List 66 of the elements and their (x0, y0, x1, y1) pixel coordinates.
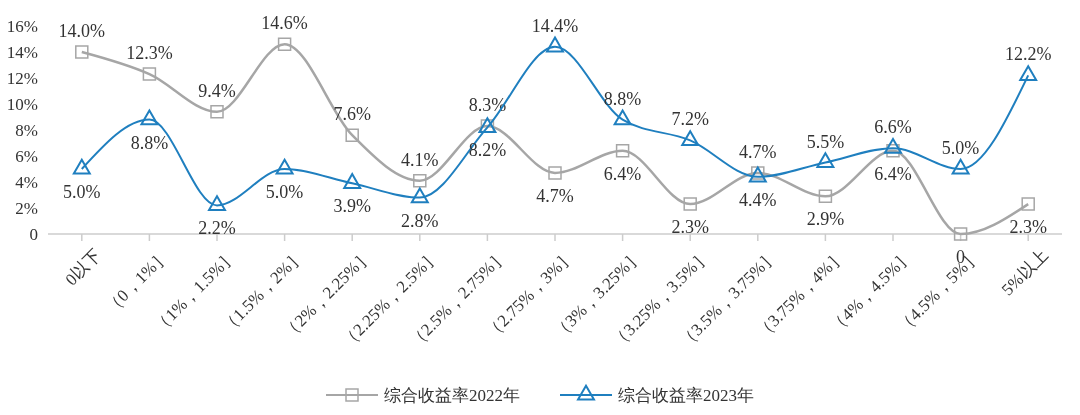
y-tick-label: 2% (15, 198, 38, 218)
data-label: 4.1% (401, 149, 439, 170)
point (277, 37, 292, 51)
data-label: 5.0% (941, 138, 980, 158)
point (410, 187, 429, 204)
legend-label: 综合收益率2023年 (618, 385, 754, 405)
point (1021, 197, 1035, 211)
data-label: 2.8% (401, 210, 439, 231)
point (142, 67, 157, 81)
data-label: 7.6% (333, 104, 371, 125)
data-label: 12.2% (1004, 44, 1052, 65)
y-tick-label: 0 (29, 224, 38, 244)
legend-label: 综合收益率2022年 (384, 385, 520, 405)
point (548, 166, 562, 180)
y-tick-label: 4% (15, 172, 38, 192)
data-label: 14.4% (531, 15, 579, 36)
data-label: 5.5% (806, 131, 845, 152)
x-tick-label: 5%以上 (997, 245, 1052, 300)
data-label: 7.2% (671, 109, 709, 130)
data-label: 2.9% (806, 209, 845, 230)
data-label: 8.2% (468, 140, 507, 161)
point (75, 45, 89, 59)
data-label: 4.7% (739, 141, 777, 162)
data-label: 4.7% (536, 185, 574, 206)
point (683, 197, 697, 211)
data-label: 5.0% (63, 182, 101, 202)
point (275, 158, 294, 175)
y-tick-label: 16% (6, 16, 38, 36)
y-tick-label: 8% (15, 120, 38, 140)
point (72, 158, 91, 175)
data-label: 6.4% (603, 163, 642, 184)
point (818, 189, 833, 204)
data-label: 2.2% (198, 218, 236, 239)
data-label: 5.0% (265, 182, 304, 202)
point (140, 109, 159, 126)
data-label: 2.3% (671, 217, 709, 238)
data-label: 2.3% (1009, 217, 1047, 238)
data-label: 9.4% (198, 80, 236, 101)
data-label: 6.4% (874, 163, 912, 184)
point (953, 227, 968, 241)
point (951, 158, 970, 175)
y-tick-label: 14% (6, 42, 38, 62)
data-label: 8.8% (130, 132, 169, 153)
point (613, 109, 632, 126)
data-label: 6.6% (874, 117, 912, 138)
data-label: 3.9% (333, 196, 371, 217)
data-label: 14.6% (261, 13, 308, 34)
data-label: 8.8% (603, 88, 642, 109)
y-tick-label: 12% (6, 68, 38, 88)
point (816, 152, 835, 169)
point (884, 138, 902, 154)
point (413, 173, 427, 188)
point (210, 105, 224, 119)
point (208, 195, 226, 211)
point (615, 144, 630, 158)
point (345, 128, 359, 142)
data-label: 4.4% (739, 189, 777, 210)
point (1019, 65, 1038, 81)
point (343, 173, 362, 189)
y-tick-label: 6% (15, 146, 38, 166)
data-label: 12.3% (126, 43, 173, 64)
point (681, 130, 700, 146)
point (546, 36, 564, 53)
data-label: 14.0% (58, 21, 106, 41)
x-tick-label: 0以下 (61, 245, 106, 290)
y-tick-label: 10% (6, 94, 38, 114)
